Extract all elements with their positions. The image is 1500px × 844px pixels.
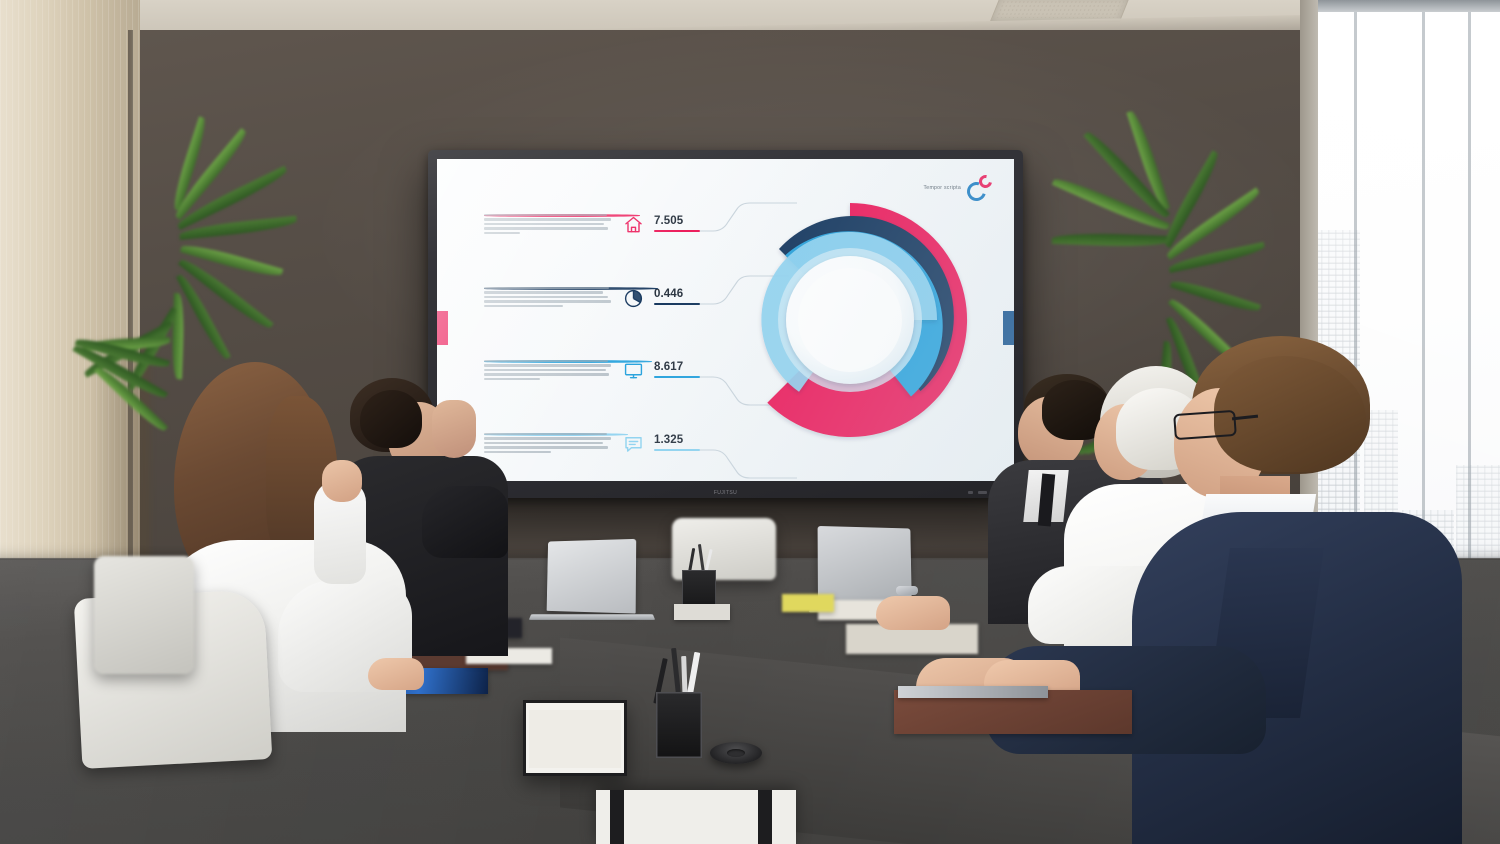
paper-tray[interactable]: [523, 700, 627, 776]
metric-paragraph: Cum ubique deniteu expetendis in, id omn…: [484, 430, 628, 455]
window-mullion: [1468, 0, 1471, 660]
pen-cup-front[interactable]: [648, 647, 712, 762]
port-icon: [978, 491, 987, 494]
window-mullion: [1354, 0, 1357, 660]
pen[interactable]: [898, 686, 1048, 698]
glasses-icon: [1173, 409, 1237, 441]
slide-accent-tab-left: [437, 311, 448, 345]
metric-paragraph: Et sea aeque voluptatum repudiandae. Fab…: [484, 284, 658, 309]
metric-value: 1.325: [654, 434, 684, 446]
metric-paragraph: Modus option obtique cu nec, copiosae sp…: [484, 211, 640, 236]
wristwatch: [896, 586, 918, 595]
laptop-left[interactable]: [528, 538, 656, 628]
metric-value-group: 7.505: [654, 211, 700, 232]
chair-left-far[interactable]: [94, 556, 194, 674]
presentation-slide: Tempor scripta: [437, 159, 1014, 481]
display-brand-logo: FUJITSU: [713, 490, 738, 496]
hand: [876, 596, 950, 630]
donut-chart: [723, 193, 977, 447]
metric-value-group: 8.617: [654, 357, 700, 378]
port-icon: [968, 491, 973, 494]
metric-value: 0.446: [654, 288, 684, 300]
display-screen[interactable]: Tempor scripta: [437, 159, 1014, 481]
person-woman-brown-hair: [146, 362, 424, 732]
window-head-frame: [1318, 0, 1500, 12]
person-man-glasses-navy: [916, 336, 1500, 844]
window-mullion: [1422, 0, 1425, 660]
metric-value: 7.505: [654, 215, 684, 227]
brand-label: Tempor scripta: [923, 185, 961, 191]
wall-display[interactable]: Tempor scripta: [428, 150, 1023, 498]
sticky-notes[interactable]: [782, 594, 834, 612]
metric-value: 8.617: [654, 361, 684, 373]
donut-chart-svg: [761, 202, 968, 437]
metric-value-group: 0.446: [654, 284, 700, 305]
pen-cup-back[interactable]: [674, 543, 730, 622]
foreground-document[interactable]: [596, 790, 796, 844]
conference-puck[interactable]: [710, 742, 762, 764]
metric-value-group: 1.325: [654, 430, 700, 451]
metric-paragraph: Ne deserunt eloquentiam et, ipsum doloru…: [484, 357, 652, 382]
donut-core-highlight: [798, 268, 902, 372]
slide-accent-tab-right: [1003, 311, 1014, 345]
